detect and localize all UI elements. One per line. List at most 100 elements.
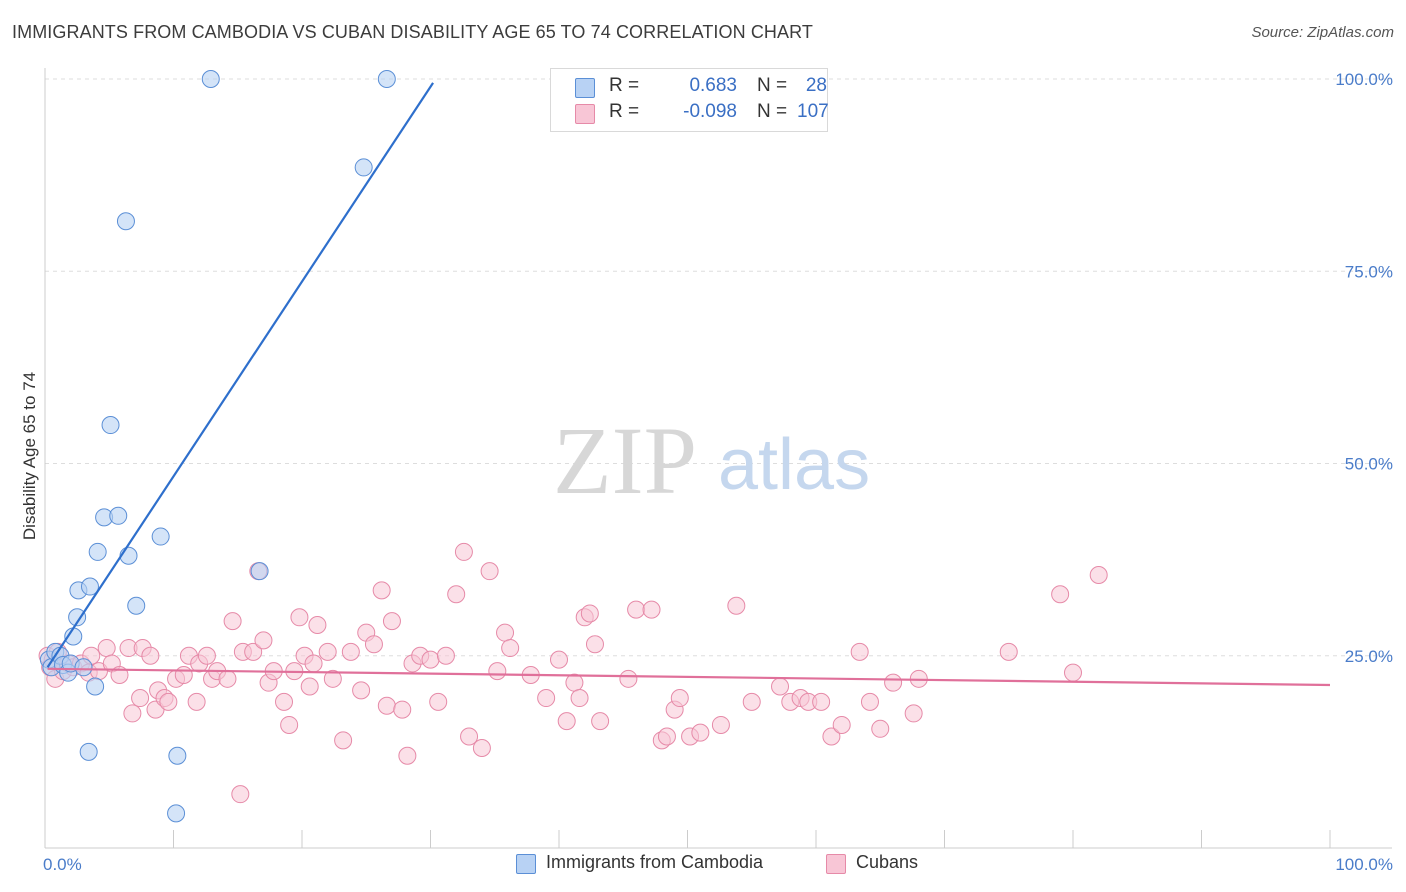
point-cubans: [472, 739, 491, 758]
point-cubans: [557, 712, 576, 731]
point-cubans: [447, 585, 466, 604]
legend-r-value: -0.098: [683, 101, 737, 122]
point-cubans: [591, 712, 610, 731]
watermark-atlas: atlas: [718, 425, 870, 505]
point-cubans: [304, 654, 323, 673]
bottom-legend-swatch-pink: [826, 854, 846, 874]
point-cubans: [501, 639, 520, 658]
point-cubans: [488, 662, 507, 681]
point-cubans: [123, 704, 142, 723]
correlation-legend: R = 0.683 N = 28 R = -0.098 N = 107: [550, 68, 829, 132]
point-cubans: [159, 692, 178, 711]
legend-r-label: R =: [609, 101, 640, 122]
point-cubans: [352, 681, 371, 700]
point-cubans: [372, 581, 391, 600]
point-cubans: [812, 692, 831, 711]
point-cubans: [244, 642, 263, 661]
point-cambodia: [109, 506, 128, 525]
point-cubans: [280, 715, 299, 734]
point-cubans: [537, 689, 556, 708]
point-cubans: [691, 723, 710, 742]
point-cubans: [436, 646, 455, 665]
point-cubans: [871, 719, 890, 738]
point-cubans: [429, 692, 448, 711]
point-cubans: [334, 731, 353, 750]
axes: [44, 68, 1392, 849]
point-cubans: [999, 642, 1018, 661]
series-cambodia: [39, 70, 396, 823]
point-cubans: [642, 600, 661, 619]
point-cubans: [131, 689, 150, 708]
point-cubans: [308, 615, 327, 634]
point-cubans: [850, 642, 869, 661]
y-tick-label: 25.0%: [1345, 647, 1393, 666]
point-cubans: [97, 639, 116, 658]
point-cambodia: [250, 562, 269, 581]
point-cubans: [565, 673, 584, 692]
legend-swatch-pink: [575, 104, 595, 124]
bottom-legend-label-cambodia: Immigrants from Cambodia: [546, 852, 764, 872]
point-cubans: [1064, 663, 1082, 682]
legend-swatch-blue: [575, 78, 595, 98]
point-cubans: [341, 642, 360, 661]
trend-line-cambodia: [46, 82, 434, 668]
point-cambodia: [201, 70, 220, 88]
point-cubans: [275, 692, 294, 711]
x-tick-label-max: 100.0%: [1335, 855, 1393, 874]
point-cubans: [187, 692, 206, 711]
point-cambodia: [127, 596, 146, 615]
point-cubans: [460, 727, 479, 746]
point-cambodia: [86, 677, 105, 696]
point-cubans: [290, 608, 309, 627]
gridlines: [45, 78, 1392, 657]
trend-lines: [46, 82, 1331, 687]
trend-line-cubans: [47, 667, 1331, 687]
watermark-zip: ZIP: [553, 407, 697, 514]
bottom-legend-swatch-blue: [516, 854, 536, 874]
point-cubans: [141, 646, 160, 665]
y-tick-label: 75.0%: [1345, 262, 1393, 281]
point-cubans: [1089, 566, 1108, 585]
point-cubans: [627, 600, 646, 619]
point-cubans: [323, 669, 342, 688]
x-tick-label-min: 0.0%: [43, 855, 82, 874]
point-cubans: [393, 700, 412, 719]
legend-n-value: 28: [805, 75, 827, 96]
point-cubans: [580, 604, 599, 623]
point-cubans: [318, 642, 337, 661]
series-cubans: [38, 542, 1108, 804]
point-cubans: [904, 704, 923, 723]
point-cambodia: [119, 546, 138, 565]
point-cambodia: [151, 527, 170, 546]
point-cubans: [223, 612, 242, 631]
point-cubans: [570, 689, 589, 708]
point-cubans: [822, 727, 841, 746]
y-tick-label: 100.0%: [1335, 70, 1393, 89]
point-cubans: [218, 669, 237, 688]
point-cubans: [377, 696, 396, 715]
point-cubans: [727, 596, 746, 615]
point-cambodia: [167, 804, 186, 823]
watermark: ZIP atlas: [553, 407, 870, 514]
legend-n-label: N =: [757, 75, 788, 96]
point-cubans: [1051, 585, 1070, 604]
legend-r-label: R =: [609, 75, 640, 96]
point-cambodia: [116, 212, 135, 231]
point-cubans: [254, 631, 273, 650]
point-cubans: [364, 635, 383, 654]
point-cubans: [619, 669, 638, 688]
point-cubans: [670, 689, 689, 708]
point-cubans: [884, 673, 903, 692]
point-cubans: [197, 646, 216, 665]
point-cubans: [382, 612, 401, 631]
point-cubans: [454, 542, 473, 561]
point-cambodia: [88, 542, 107, 561]
legend-n-label: N =: [757, 101, 788, 122]
point-cubans: [742, 692, 761, 711]
legend-r-value: 0.683: [689, 75, 737, 96]
point-cambodia: [377, 70, 396, 88]
tick-labels: 25.0% 50.0% 75.0% 100.0% 0.0% 100.0%: [43, 70, 1393, 874]
y-tick-label: 50.0%: [1345, 455, 1393, 474]
point-cambodia: [74, 658, 93, 677]
point-cubans: [550, 650, 568, 669]
